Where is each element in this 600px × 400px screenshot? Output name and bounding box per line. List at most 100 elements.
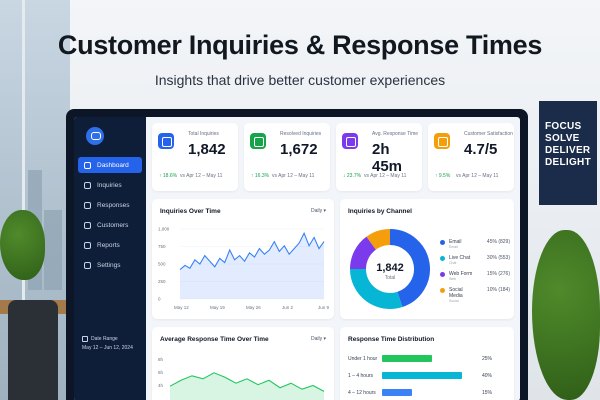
- kpi-period: vs Apr 12 – May 11: [180, 173, 223, 179]
- calendar-icon: [82, 335, 88, 342]
- legend-item[interactable]: Social Media Social 10% (184): [440, 287, 510, 303]
- distribution-row: 1 – 4 hours 40%: [348, 372, 508, 379]
- kpi-change: ↑ 18.6%: [159, 173, 178, 179]
- chart-row: Inquiries Over Time Daily ▾ 1,000 750 500 2…: [152, 199, 514, 319]
- legend-value: 15% (276): [486, 271, 510, 277]
- legend-sublabel: Social: [449, 299, 459, 303]
- inquiries-by-channel-panel: Inquiries by Channel 1,842 Total Email Ema…: [340, 199, 514, 319]
- x-tick-label: May 26: [246, 305, 261, 310]
- chart-row-bottom: Average Response Time Over Time Daily ▾ …: [152, 327, 514, 400]
- bar-category-label: 1 – 4 hours: [348, 372, 374, 379]
- x-tick-label: May 19: [210, 305, 225, 310]
- kpi-card-total-inquiries[interactable]: Total Inquiries 1,842 ↑ 18.6% vs Apr 12 …: [152, 123, 238, 191]
- reply-icon: [84, 201, 91, 209]
- inbox-icon: [84, 181, 91, 189]
- sidebar-item-customers[interactable]: Customers: [78, 217, 142, 233]
- bar-category-label: Under 1 hour: [348, 355, 378, 362]
- users-icon: [84, 221, 91, 229]
- kpi-row: Total Inquiries 1,842 ↑ 18.6% vs Apr 12 …: [152, 123, 514, 191]
- kpi-label: Resolved Inquiries: [280, 131, 322, 137]
- sidebar-item-dashboard[interactable]: Dashboard: [78, 157, 142, 173]
- sidebar-item-settings[interactable]: Settings: [78, 257, 142, 273]
- series-line: [179, 231, 325, 271]
- sidebar-item-label: Responses: [97, 201, 130, 209]
- x-tick-label: May 12: [174, 305, 189, 310]
- y-tick-label: 0: [158, 297, 161, 302]
- donut-slice[interactable]: [350, 236, 377, 270]
- kpi-value: 4.7/5: [464, 141, 498, 158]
- legend-sublabel: Email: [449, 245, 458, 249]
- legend-label: Live Chat Chat: [449, 255, 475, 265]
- legend-swatch: [440, 256, 445, 261]
- sidebar-item-label: Settings: [97, 261, 121, 269]
- sidebar-item-reports[interactable]: Reports: [78, 237, 142, 253]
- kpi-card-resolved-inquiries[interactable]: Resolved Inquiries 1,672 ↑ 16.3% vs Apr …: [244, 123, 330, 191]
- legend-value: 45% (829): [486, 239, 510, 245]
- kpi-label: Customer Satisfaction: [464, 131, 513, 137]
- y-tick-label: 8h: [158, 357, 164, 362]
- response-time-distribution-panel: Response Time Distribution Under 1 hour …: [340, 327, 514, 400]
- legend-item[interactable]: Email Email 45% (829): [440, 239, 510, 249]
- sidebar: Dashboard Inquiries Responses Customers …: [74, 117, 146, 400]
- poster-line: DELIGHT: [545, 157, 591, 168]
- plant-right: [532, 230, 600, 400]
- y-tick-label: 1,000: [158, 227, 170, 232]
- bar-value-label: 25%: [482, 355, 493, 362]
- kpi-period: vs Apr 12 – May 11: [272, 173, 315, 179]
- dashboard-screen: Dashboard Inquiries Responses Customers …: [74, 117, 520, 400]
- page-subline: Insights that drive better customer expe…: [154, 72, 446, 88]
- bar-value-label: 40%: [482, 372, 493, 379]
- x-tick-label: Jun 9: [318, 305, 330, 310]
- poster-line: FOCUS: [545, 121, 582, 132]
- kpi-change: ↑ 9.5%: [435, 173, 451, 179]
- series-line: [169, 372, 325, 392]
- panel-title: Inquiries Over Time: [160, 208, 221, 215]
- x-tick-label: Jun 2: [282, 305, 294, 310]
- date-range-picker[interactable]: Date Range May 12 – Jun 12, 2024: [82, 335, 133, 353]
- bar-track: [382, 389, 472, 396]
- area-fill: [180, 233, 324, 299]
- kpi-label: Avg. Response Time: [372, 131, 419, 137]
- donut-slice[interactable]: [389, 229, 430, 308]
- sidebar-item-label: Inquiries: [97, 181, 122, 189]
- kpi-change: ↓ 23.7%: [343, 173, 362, 179]
- legend-swatch: [440, 272, 445, 277]
- kpi-card-avg-response-time[interactable]: Avg. Response Time 2h 45m ↓ 23.7% vs Apr…: [336, 123, 422, 191]
- distribution-bar[interactable]: [382, 355, 432, 362]
- y-tick-label: 500: [158, 262, 166, 267]
- y-tick-label: 4h: [158, 383, 164, 388]
- poster-line: DELIVER: [545, 145, 591, 156]
- legend-label: Email Email: [449, 239, 475, 249]
- kpi-card-customer-satisfaction[interactable]: Customer Satisfaction 4.7/5 ↑ 9.5% vs Ap…: [428, 123, 514, 191]
- kpi-value: 1,842: [188, 141, 226, 158]
- reports-icon: [84, 241, 91, 249]
- monitor: Dashboard Inquiries Responses Customers …: [66, 109, 528, 400]
- smile-icon: [434, 133, 450, 149]
- distribution-bar[interactable]: [382, 372, 462, 379]
- motivational-poster: FOCUS SOLVE DELIVER DELIGHT: [539, 101, 597, 205]
- donut-center-label: Total: [385, 275, 396, 281]
- donut-slice[interactable]: [366, 229, 391, 250]
- bar-value-label: 15%: [482, 389, 493, 396]
- legend-sublabel: Chat: [449, 261, 457, 265]
- granularity-dropdown[interactable]: Daily ▾: [310, 336, 326, 342]
- donut-slice[interactable]: [350, 268, 403, 309]
- sidebar-item-responses[interactable]: Responses: [78, 197, 142, 213]
- inquiries-over-time-panel: Inquiries Over Time Daily ▾ 1,000 750 500 2…: [152, 199, 334, 319]
- granularity-dropdown[interactable]: Daily ▾: [310, 208, 326, 214]
- app-logo-icon[interactable]: [86, 127, 104, 145]
- legend-swatch: [440, 288, 445, 293]
- area-fill: [170, 372, 324, 400]
- legend-label: Web Form Web: [449, 271, 475, 281]
- legend-item[interactable]: Live Chat Chat 30% (553): [440, 255, 510, 265]
- kpi-change: ↑ 16.3%: [251, 173, 270, 179]
- panel-title: Average Response Time Over Time: [160, 336, 269, 343]
- distribution-row: 4 – 12 hours 15%: [348, 389, 508, 396]
- chat-icon: [158, 133, 174, 149]
- plant-left: [0, 210, 45, 280]
- legend-item[interactable]: Web Form Web 15% (276): [440, 271, 510, 281]
- sidebar-item-inquiries[interactable]: Inquiries: [78, 177, 142, 193]
- distribution-bar[interactable]: [382, 389, 412, 396]
- legend-value: 30% (553): [486, 255, 510, 261]
- sidebar-item-label: Customers: [97, 221, 129, 229]
